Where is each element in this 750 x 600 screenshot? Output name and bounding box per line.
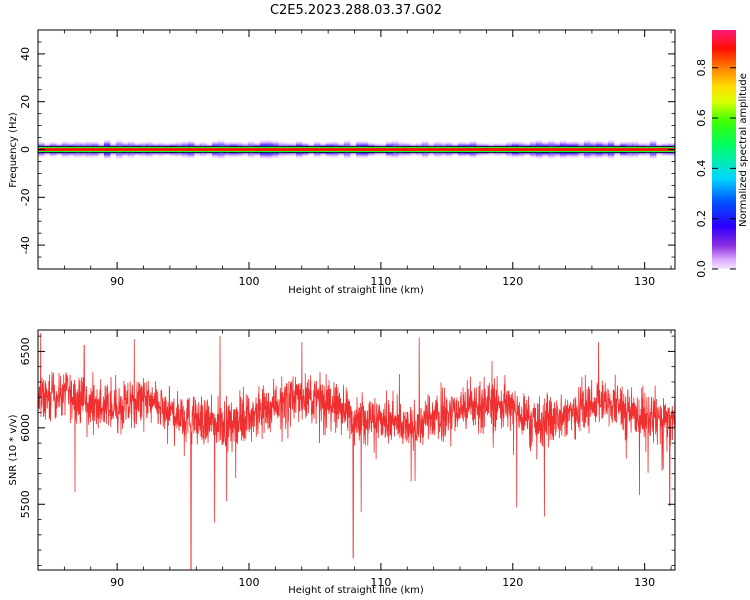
- spectrogram-band-upper-edge: [38, 146, 675, 149]
- snr-ytick-label: 6500: [19, 337, 32, 365]
- spectrogram-xlabel: Height of straight line (km): [288, 285, 424, 296]
- spectrogram-band-lower-edge: [38, 150, 675, 153]
- snr-frame: [37, 329, 676, 571]
- colorbar-ticks: 0.0 0.2 0.4 0.6 0.8: [695, 59, 736, 278]
- snr-ytick-label: 5500: [19, 490, 32, 518]
- spectrogram-ytick-label: 0: [19, 146, 32, 153]
- snr-ticks: 90 100 110 120 130 5500 6000 6500: [19, 330, 675, 589]
- colorbar-tick-label: 0.2: [695, 210, 708, 228]
- spectrogram-panel: 90 100 110 120 130 -40 -20 0 20 40 Height of stra…: [8, 29, 676, 296]
- spectrogram-ytick-label: 20: [19, 95, 32, 109]
- spectrogram-xtick-label: 90: [110, 275, 124, 288]
- snr-xtick-label: 130: [634, 576, 655, 589]
- snr-ylabel: SNR (10 * v/v): [8, 414, 19, 485]
- spectrogram-ticks: 90 100 110 120 130 -40 -20 0 20 40: [19, 30, 675, 288]
- snr-xtick-label: 100: [239, 576, 260, 589]
- spectrogram-xtick-label: 110: [370, 275, 391, 288]
- colorbar-tick-label: 0.8: [695, 59, 708, 77]
- spectrogram-xtick-label: 100: [239, 275, 260, 288]
- colorbar-tick-label: 0.4: [695, 160, 708, 178]
- snr-ytick-label: 6000: [19, 414, 32, 442]
- spectrogram-ylabel: Frequency (Hz): [8, 112, 19, 188]
- spectrogram-band: [38, 138, 675, 161]
- colorbar-gradient: [712, 30, 736, 269]
- spectrogram-xtick-label: 130: [634, 275, 655, 288]
- spectrogram-ytick-label: -40: [19, 236, 32, 254]
- spectrogram-ytick-label: -20: [19, 188, 32, 206]
- colorbar: 0.0 0.2 0.4 0.6 0.8 Normalized spectral ampl…: [695, 30, 749, 278]
- colorbar-tick-label: 0.0: [695, 260, 708, 278]
- figure-title: C2E5.2023.288.03.37.G02: [270, 3, 442, 18]
- colorbar-label: Normalized spectral amplitude: [738, 73, 749, 227]
- spectrogram-ytick-label: 40: [19, 47, 32, 61]
- snr-xlabel: Height of straight line (km): [288, 585, 424, 596]
- colorbar-tick-label: 0.6: [695, 109, 708, 127]
- snr-series-line: [38, 333, 675, 570]
- snr-xtick-label: 110: [370, 576, 391, 589]
- snr-xtick-label: 90: [110, 576, 124, 589]
- spectrogram-band-core: [38, 148, 675, 151]
- spectrogram-xtick-label: 120: [502, 275, 523, 288]
- snr-xtick-label: 120: [502, 576, 523, 589]
- snr-panel: 90 100 110 120 130 5500 6000 6500 Height of str…: [8, 329, 676, 596]
